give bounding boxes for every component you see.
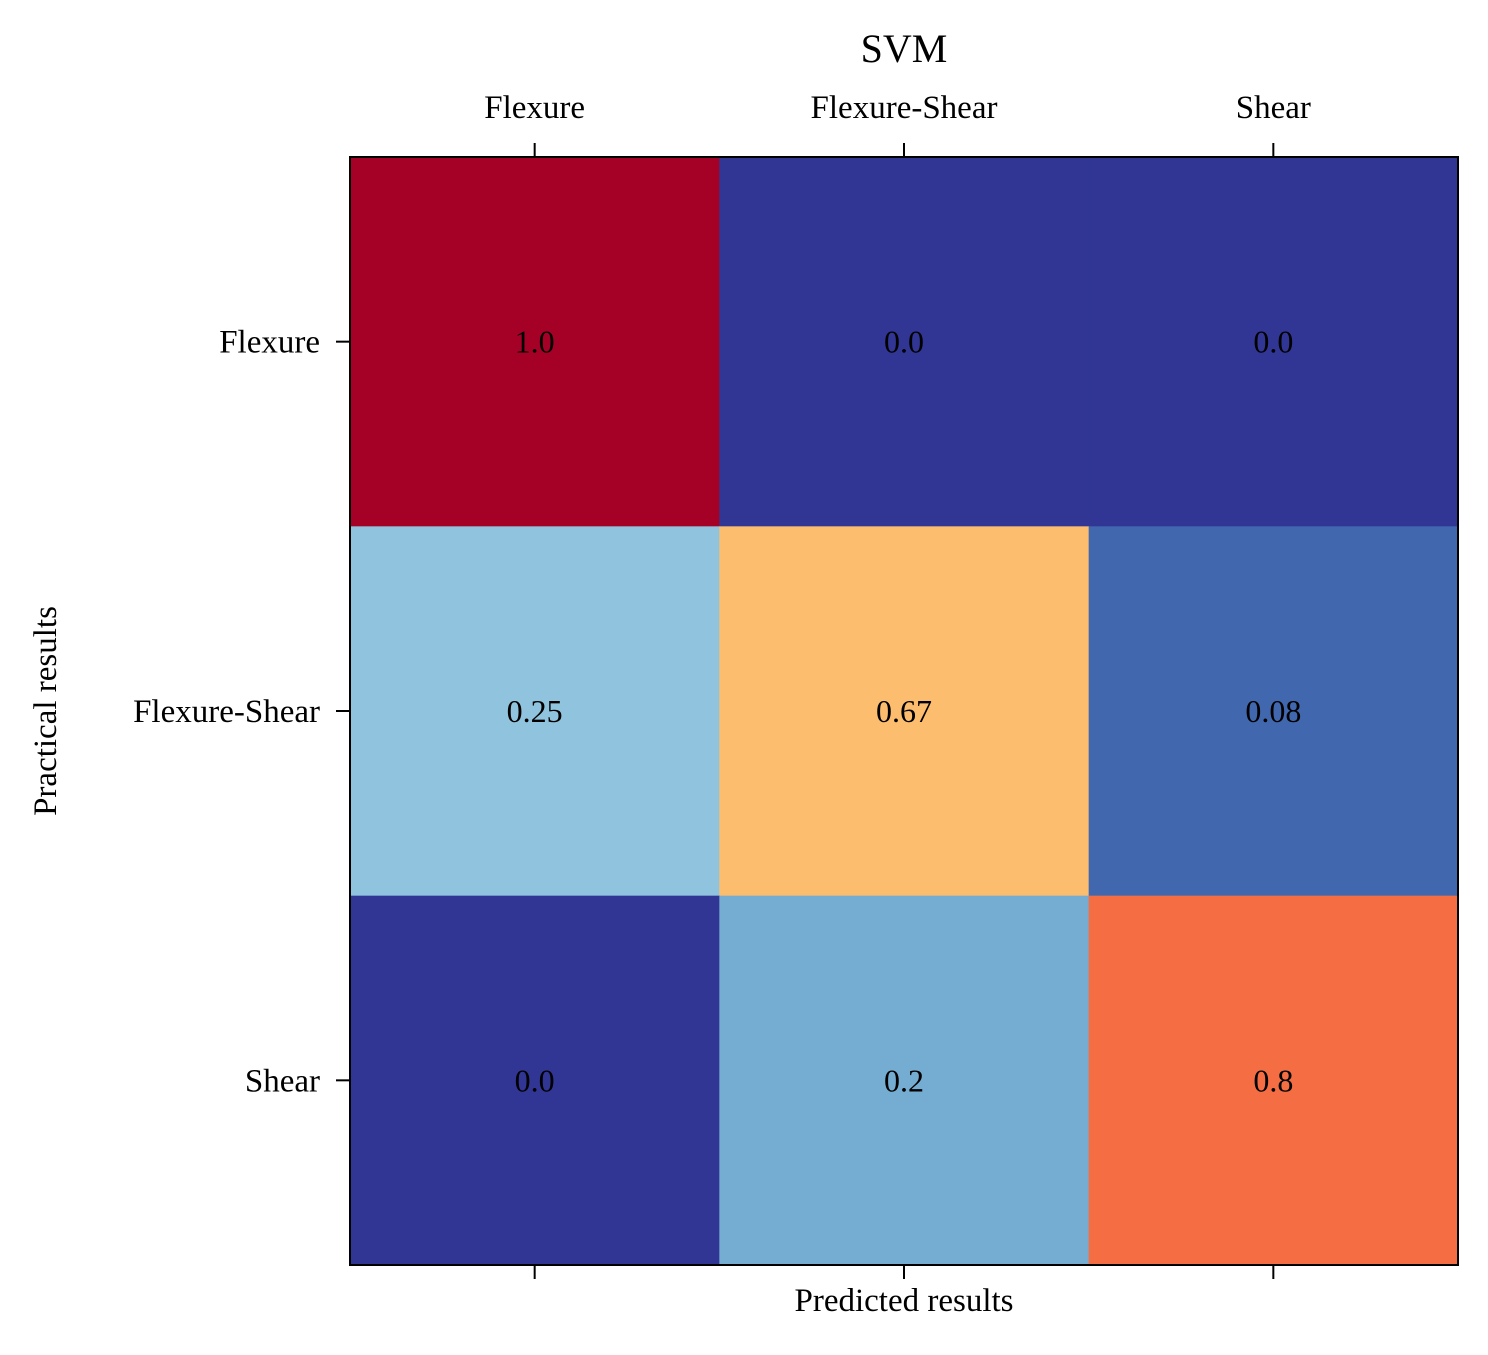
heatmap-cell-r1-c1 [719,526,1090,897]
heatmap-cell-r2-c1 [719,895,1090,1266]
cell-value-label-r0-c0: 1.0 [515,324,555,360]
heatmap-cell-r1-c2 [1088,526,1459,897]
heatmap-cell-r0-c2 [1088,157,1459,527]
cell-value-label-r2-c0: 0.0 [515,1062,555,1098]
y-tick-label-1: Flexure-Shear [133,694,320,730]
cell-value-label-r0-c2: 0.0 [1253,324,1293,360]
heatmap-cell-r2-c0 [350,895,720,1266]
cell-value-label-r2-c1: 0.2 [884,1062,924,1098]
x-tick-label-2: Shear [1236,90,1311,126]
cell-value-labels: 1.0 0.0 0.0 0.25 0.67 0.08 0.0 0.2 0.8 [507,324,1302,1099]
y-tick-label-2: Shear [245,1063,320,1099]
heatmap-cell-r2-c2 [1088,895,1459,1266]
y-tick-label-0: Flexure [219,325,320,361]
heatmap-cell-r0-c0 [350,157,720,527]
heatmap-cells [350,157,1459,1266]
heatmap-cell-r1-c0 [350,526,720,897]
cell-value-label-r0-c1: 0.0 [884,324,924,360]
x-axis-label: Predicted results [794,1283,1013,1319]
cell-value-label-r1-c1: 0.67 [876,693,932,729]
cell-value-label-r1-c0: 0.25 [507,693,563,729]
cell-value-label-r2-c2: 0.8 [1253,1062,1293,1098]
heatmap-cell-r0-c1 [719,157,1090,527]
x-tick-label-0: Flexure [484,90,585,126]
plot-frame [349,156,1459,1266]
chart-title: SVM [861,26,948,71]
cell-value-label-r1-c2: 0.08 [1245,693,1301,729]
axis-ticks: Flexure Flexure-Shear Shear Flexure Flexure-… [133,90,1311,1279]
x-tick-label-1: Flexure-Shear [811,90,998,126]
y-axis-label: Practical results [28,606,64,816]
